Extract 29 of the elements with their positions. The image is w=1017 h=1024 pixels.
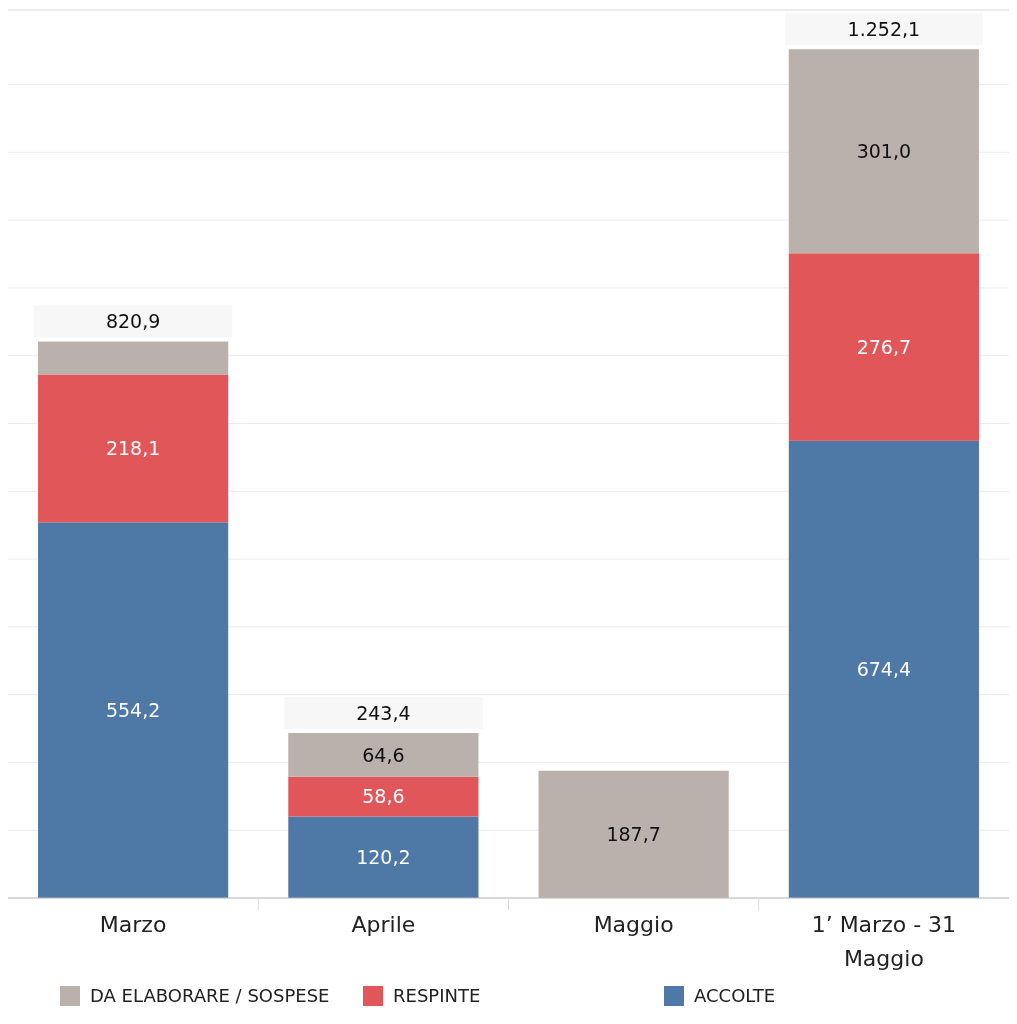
total-label: 820,9 bbox=[105, 310, 161, 333]
bar bbox=[38, 374, 229, 523]
bar bbox=[538, 770, 729, 898]
data-label: 301,0 bbox=[856, 139, 912, 162]
data-label: 120,2 bbox=[356, 845, 411, 868]
data-label: 674,4 bbox=[856, 658, 912, 681]
data-label: 554,2 bbox=[105, 698, 161, 721]
data-label: 187,7 bbox=[606, 823, 661, 846]
legend-label: DA ELABORARE / SOSPESE bbox=[90, 985, 330, 1007]
bar bbox=[788, 49, 979, 254]
legend-label: ACCOLTE bbox=[694, 985, 776, 1007]
bar bbox=[788, 440, 979, 898]
data-label: 58,6 bbox=[362, 785, 405, 808]
data-label: 276,7 bbox=[856, 335, 912, 358]
total-label: 1.252,1 bbox=[847, 17, 921, 40]
bar bbox=[288, 816, 479, 898]
bar bbox=[288, 776, 479, 817]
bar bbox=[38, 522, 229, 898]
x-tick-label: Maggio bbox=[593, 912, 674, 937]
total-label: 243,4 bbox=[356, 701, 411, 724]
data-label: 64,6 bbox=[362, 743, 405, 766]
x-tick-label: 1’ Marzo - 31 Maggio bbox=[811, 912, 957, 971]
data-label: 218,1 bbox=[105, 437, 161, 460]
bar bbox=[288, 733, 479, 777]
x-tick-label: Marzo bbox=[99, 912, 167, 937]
x-tick-label: Aprile bbox=[351, 912, 416, 937]
legend-label: RESPINTE bbox=[393, 985, 481, 1007]
bar bbox=[788, 253, 979, 441]
bar bbox=[38, 341, 229, 375]
